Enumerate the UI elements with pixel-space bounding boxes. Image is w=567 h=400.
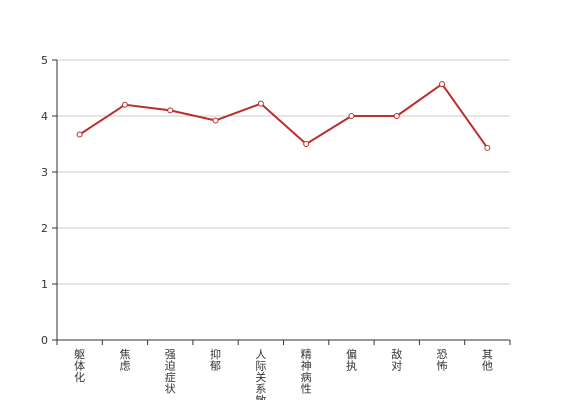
x-tick-label: 其他	[482, 348, 493, 373]
x-tick-label: 抑郁	[210, 347, 221, 373]
x-tick-label: 人际关系敏感	[255, 348, 266, 400]
series-layer	[76, 81, 491, 151]
data-point	[393, 113, 400, 119]
data-point	[303, 141, 310, 147]
data-point	[167, 107, 174, 114]
y-tick-label: 5	[41, 54, 48, 67]
series-line	[79, 83, 489, 149]
gridlines	[57, 59, 510, 285]
x-tick-label: 躯体化	[74, 348, 85, 384]
x-tick-label: 恐怖	[437, 348, 448, 373]
x-tick-label: 偏执	[346, 347, 357, 373]
x-tick-label: 焦虑	[119, 348, 130, 373]
y-tick-label: 1	[41, 278, 48, 291]
y-tick-label: 0	[41, 334, 48, 347]
y-tick-label: 2	[41, 222, 48, 235]
data-point	[257, 100, 264, 107]
y-tick-labels: 0 1 2 3 4 5	[41, 54, 48, 347]
data-point	[439, 81, 446, 88]
x-tick-label: 强迫症状	[165, 348, 176, 396]
data-point	[484, 144, 491, 151]
data-point	[348, 113, 355, 119]
y-tick-label: 3	[41, 166, 48, 179]
data-point	[76, 131, 83, 138]
x-tick-labels: 躯体化 焦虑 强迫症状 抑郁 人际关系敏感 精神病性 偏执 敌对 恐怖 其他	[74, 347, 493, 400]
data-point	[212, 117, 219, 124]
y-tick-label: 4	[41, 110, 48, 123]
data-point	[121, 101, 128, 108]
x-tick-label: 敌对	[391, 347, 402, 373]
x-tick-label: 精神病性	[301, 348, 312, 396]
axes	[52, 59, 511, 345]
